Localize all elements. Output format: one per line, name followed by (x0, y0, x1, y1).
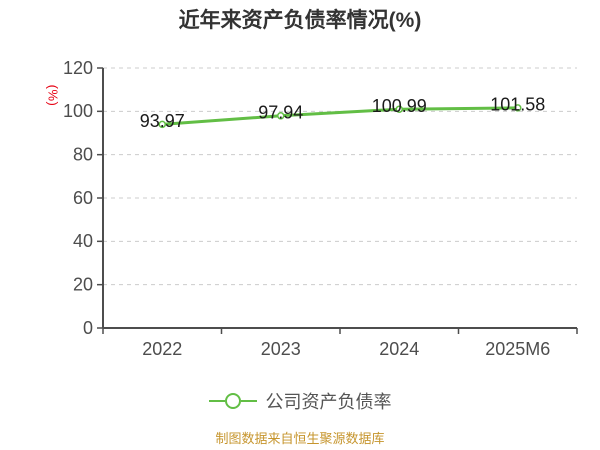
series-line (160, 106, 520, 126)
data-point-label: 101.58 (490, 95, 545, 115)
data-point-label: 97.94 (258, 103, 303, 123)
y-tick-label: 0 (83, 318, 93, 338)
data-point-marker (158, 120, 166, 129)
y-tick-label: 80 (73, 144, 93, 164)
data-source-note: 制图数据来自恒生聚源数据库 (215, 431, 385, 446)
y-tick-label: 100 (63, 101, 93, 121)
x-tick-label: 2025M6 (485, 339, 550, 359)
y-tick-label: 20 (73, 274, 93, 294)
data-point-marker (395, 105, 403, 113)
legend-circle-marker (224, 393, 241, 409)
legend-label: 公司资产负债率 (265, 392, 392, 412)
data-point-marker (514, 104, 522, 112)
chart-title: 近年来资产负债率情况(%) (178, 9, 422, 32)
x-tick-label: 2024 (379, 339, 419, 359)
chart-plot: 0 20 40 60 80 100 120 2022 2023 2024 2025M6 93.97 97… (63, 58, 578, 359)
x-tick-label: 2022 (142, 339, 182, 359)
data-point-label: 100.99 (372, 96, 427, 116)
y-tick-label: 120 (63, 58, 93, 78)
y-tick-label: 40 (73, 231, 93, 251)
data-point-marker (277, 112, 285, 120)
legend: 公司资产负债率 (0, 388, 600, 414)
data-point-label: 93.97 (140, 111, 185, 131)
x-tick-label: 2023 (261, 339, 301, 359)
y-tick-label: 60 (73, 188, 93, 208)
legend-line-marker-icon (208, 393, 257, 409)
